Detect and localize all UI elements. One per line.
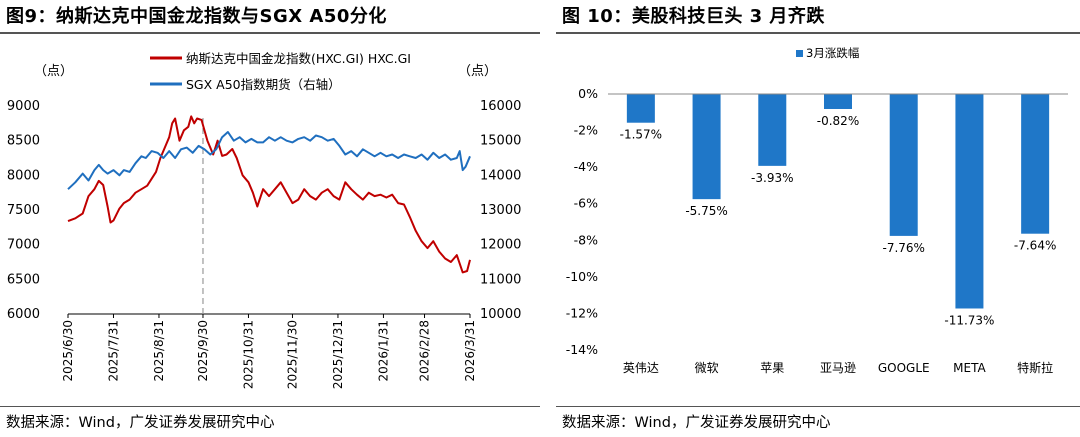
y-left-tick-label: 8000 [7,168,40,183]
category-label: 特斯拉 [1017,360,1053,375]
category-label: 苹果 [760,361,784,375]
y-right-tick-label: 10000 [480,307,521,322]
series-line-right [67,131,471,190]
y-right-tick-label: 16000 [480,99,521,114]
bar-chart: 0% -2% -4% -6% -8% -10% -12% -14% -1.57% 英伟达 -5.75… [566,46,1068,375]
bar-英伟达 [626,94,655,123]
bar-value-label: -5.75% [685,204,727,218]
y-tick-label: -6% [574,196,598,211]
y-right-tick-label: 11000 [480,272,521,287]
figure-10-title-rule [556,32,1080,34]
x-tick-label: 2025/6/30 [61,320,75,382]
x-tick-label: 2025/7/31 [106,320,120,382]
figure-9-panel: 图9：纳斯达克中国金龙指数与SGX A50分化 2025/6/30 2025/7/… [0,6,540,431]
y-left-tick-label: 7500 [7,203,40,218]
category-label: 英伟达 [623,361,659,375]
y-left-unit: （点） [34,64,73,79]
legend-label: 纳斯达克中国金龙指数(HXC.GI) HXC.GI [186,51,411,66]
y-right-tick-label: 14000 [480,168,521,183]
y-right-tick-label: 15000 [480,134,521,149]
figure-10-title: 图 10：美股科技巨头 3 月齐跌 [562,6,825,27]
category-label: GOOGLE [878,361,930,375]
line-chart: 2025/6/30 2025/7/31 2025/8/31 2025/9/30 2025… [7,51,521,389]
figure-9-title: 图9：纳斯达克中国金龙指数与SGX A50分化 [6,6,387,27]
x-tick-label: 2025/10/31 [241,320,255,389]
legend-label: SGX A50指数期货（右轴） [186,77,341,92]
bar-特斯拉 [1021,94,1050,234]
y-right-unit: （点） [458,64,497,79]
legend-swatch [796,50,803,57]
bar-亚马逊 [824,94,852,109]
y-right-tick-label: 12000 [480,238,521,253]
y-left-tick-label: 6500 [7,272,40,287]
y-tick-label: -10% [566,269,598,284]
y-left-tick-label: 6000 [7,307,40,322]
bar-value-label: -1.57% [620,128,662,142]
figure-10-source: 数据来源：Wind，广发证券发展研究中心 [562,415,831,431]
category-label: 亚马逊 [820,361,856,375]
x-tick-label: 2025/9/30 [196,320,210,382]
bar-value-label: -0.82% [817,114,859,128]
figure-10-source-rule [556,406,1080,407]
bar-苹果 [758,94,787,166]
x-tick-label: 2026/3/31 [463,320,477,382]
bar-微软 [692,94,721,200]
y-tick-label: -12% [566,305,598,320]
y-right-tick-label: 13000 [480,203,521,218]
legend-label: 3月涨跌幅 [806,46,859,60]
category-label: META [953,361,986,375]
bar-value-label: -11.73% [944,313,994,327]
y-tick-label: 0% [578,86,598,101]
y-tick-label: -2% [574,123,598,138]
y-left-tick-label: 8500 [7,134,40,149]
x-tick-label: 2026/1/31 [376,320,390,382]
bar-value-label: -3.93% [751,171,793,185]
category-label: 微软 [695,361,719,375]
y-tick-label: -14% [566,342,598,357]
series-line-left [67,115,471,274]
x-tick-label: 2025/11/30 [285,320,299,389]
bar-value-label: -7.64% [1014,239,1056,253]
figure-9-source-rule [0,406,540,407]
bar-GOOGLE [889,94,918,236]
y-left-tick-label: 7000 [7,238,40,253]
figure-9-title-rule [0,32,540,34]
figure-9-source: 数据来源：Wind，广发证券发展研究中心 [6,415,275,431]
x-tick-label: 2025/12/31 [331,320,345,389]
y-tick-label: -4% [574,159,598,174]
bar-META [955,94,984,309]
x-tick-label: 2026/2/28 [418,320,432,382]
bar-value-label: -7.76% [882,241,924,255]
y-left-tick-label: 9000 [7,99,40,114]
x-tick-label: 2025/8/31 [152,320,166,382]
y-tick-label: -8% [574,232,598,247]
figure-10-panel: 图 10：美股科技巨头 3 月齐跌 0% -2% -4% -6% -8% -10% -12%… [556,0,1080,437]
